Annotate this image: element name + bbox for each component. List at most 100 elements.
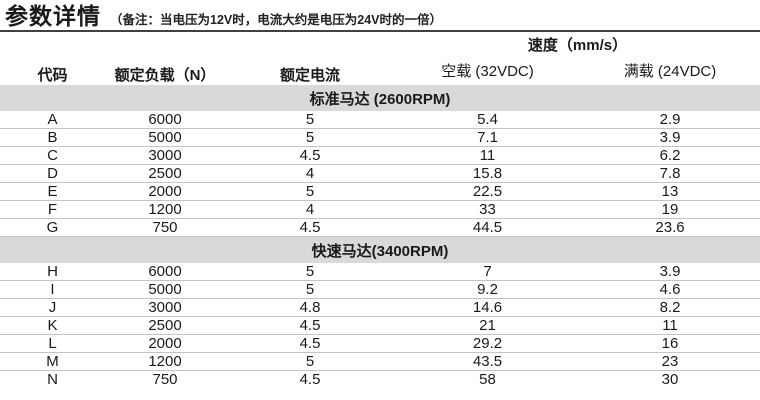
cell-code: K	[0, 316, 105, 335]
cell-full-load-speed: 6.2	[580, 146, 760, 165]
table-row: M 1200 5 43.5 23	[0, 352, 760, 371]
cell-full-load-speed: 7.8	[580, 164, 760, 183]
cell-current: 4.5	[225, 334, 395, 353]
table-row: J 3000 4.8 14.6 8.2	[0, 298, 760, 317]
table-row: C 3000 4.5 11 6.2	[0, 146, 760, 165]
cell-load: 6000	[105, 263, 225, 281]
header-group-row: 代码 额定负载（N） 额定电流 速度（mm/s）	[0, 32, 760, 84]
cell-load: 6000	[105, 111, 225, 129]
cell-current: 5	[225, 280, 395, 299]
title-divider	[0, 30, 760, 32]
cell-code: H	[0, 263, 105, 281]
col-header-speed-group: 速度（mm/s）	[527, 37, 628, 54]
cell-no-load-speed: 7.1	[395, 128, 580, 147]
header-sub-row: 空载 (32VDC) 满载 (24VDC)	[0, 55, 760, 85]
cell-load: 1200	[105, 352, 225, 371]
cell-current: 5	[225, 263, 395, 281]
cell-current: 5	[225, 128, 395, 147]
cell-no-load-speed: 7	[395, 263, 580, 281]
cell-load: 750	[152, 371, 178, 388]
cell-no-load-speed: 14.6	[395, 298, 580, 317]
cell-no-load-speed: 44.5	[395, 218, 580, 237]
cell-current: 4.5	[225, 316, 395, 335]
cell-full-load-speed: 2.9	[580, 111, 760, 129]
cell-load: 5000	[105, 128, 225, 147]
cell-load: 3000	[105, 146, 225, 165]
cell-code: C	[0, 146, 105, 165]
cell-full-load-speed: 23.6	[580, 218, 760, 237]
cell-no-load-speed: 5.4	[395, 111, 580, 129]
cell-no-load-speed: 9.2	[395, 280, 580, 299]
cell-load: 3000	[105, 298, 225, 317]
cell-code: I	[0, 280, 105, 299]
cell-load: 5000	[105, 280, 225, 299]
cell-current: 4.5	[299, 371, 321, 388]
cell-code: L	[0, 334, 105, 353]
cell-full-load-speed: 11	[580, 316, 760, 335]
cell-full-load-speed: 8.2	[580, 298, 760, 317]
table-row: A 6000 5 5.4 2.9	[0, 111, 760, 129]
cell-full-load-speed: 3.9	[580, 263, 760, 281]
cell-full-load-speed: 3.9	[580, 128, 760, 147]
title-bar: 参数详情 （备注：当电压为12V时，电流大约是电压为24V时的一倍）	[0, 0, 760, 30]
cell-current: 4	[225, 200, 395, 219]
cell-code: J	[0, 298, 105, 317]
cell-full-load-speed: 13	[580, 182, 760, 201]
cell-full-load-speed: 23	[580, 352, 760, 371]
cell-load: 2000	[105, 334, 225, 353]
cell-no-load-speed: 33	[395, 200, 580, 219]
cell-load: 2500	[105, 164, 225, 183]
cell-code: A	[0, 111, 105, 129]
table-row: D 2500 4 15.8 7.8	[0, 164, 760, 183]
table-row: K 2500 4.5 21 11	[0, 316, 760, 335]
section-label: 标准马达 (2600RPM)	[0, 85, 760, 111]
col-header-rated-current: 额定电流	[279, 67, 340, 84]
cell-code: D	[0, 164, 105, 183]
cell-code: B	[0, 128, 105, 147]
cell-load: 1200	[105, 200, 225, 219]
spec-table: 代码 额定负载（N） 额定电流 速度（mm/s） 空载 (32VDC) 满载 (…	[0, 32, 760, 388]
col-header-full-load: 满载 (24VDC)	[623, 62, 717, 80]
cell-code: G	[0, 218, 105, 237]
cell-load: 2000	[105, 182, 225, 201]
table-row: H 6000 5 7 3.9	[0, 263, 760, 281]
col-header-rated-load: 额定负载（N）	[114, 67, 216, 84]
cell-current: 4.5	[225, 218, 395, 237]
cell-full-load-speed: 19	[580, 200, 760, 219]
cell-full-load-speed: 30	[661, 371, 679, 388]
cell-code: F	[0, 200, 105, 219]
section-label: 快速马达(3400RPM)	[0, 236, 760, 263]
cell-code: M	[0, 352, 105, 371]
page-note: （备注：当电压为12V时，电流大约是电压为24V时的一倍）	[110, 13, 442, 27]
section-header-fast-motor: 快速马达(3400RPM)	[0, 236, 760, 263]
cell-no-load-speed: 21	[395, 316, 580, 335]
col-header-code: 代码	[37, 67, 68, 84]
cell-current: 5	[225, 111, 395, 129]
cell-code: E	[0, 182, 105, 201]
cell-current: 5	[225, 182, 395, 201]
cell-current: 5	[225, 352, 395, 371]
cell-current: 4.8	[225, 298, 395, 317]
cell-load: 750	[105, 218, 225, 237]
cell-no-load-speed: 29.2	[395, 334, 580, 353]
cell-current: 4	[225, 164, 395, 183]
cell-full-load-speed: 4.6	[580, 280, 760, 299]
cell-code: N	[47, 371, 58, 388]
table-row: B 5000 5 7.1 3.9	[0, 128, 760, 147]
cell-current: 4.5	[225, 146, 395, 165]
cell-full-load-speed: 16	[580, 334, 760, 353]
cell-no-load-speed: 22.5	[395, 182, 580, 201]
table-row: F 1200 4 33 19	[0, 200, 760, 219]
cell-load: 2500	[105, 316, 225, 335]
cell-no-load-speed: 58	[479, 371, 496, 388]
col-header-no-load: 空载 (32VDC)	[441, 62, 534, 80]
page-title: 参数详情	[5, 3, 101, 29]
cell-no-load-speed: 15.8	[395, 164, 580, 183]
cell-no-load-speed: 43.5	[395, 352, 580, 371]
section-header-standard-motor: 标准马达 (2600RPM)	[0, 85, 760, 111]
table-row: I 5000 5 9.2 4.6	[0, 280, 760, 299]
cell-no-load-speed: 11	[395, 146, 580, 165]
table-row: G 750 4.5 44.5 23.6	[0, 218, 760, 237]
table-row: E 2000 5 22.5 13	[0, 182, 760, 201]
table-row: N 750 4.5 58 30	[0, 371, 760, 389]
